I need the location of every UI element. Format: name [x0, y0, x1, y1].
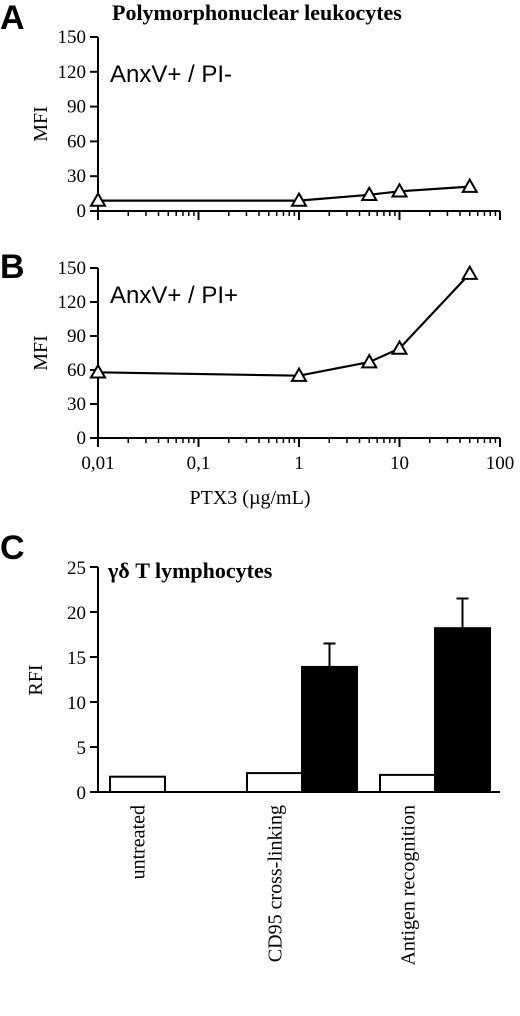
panel-a-data-point [89, 191, 107, 207]
panel-b-y-tick-label: 90 [67, 326, 86, 347]
panel-b-inset-label: AnxV+ / PI+ [110, 282, 238, 309]
panel-a-y-tick-label: 0 [77, 201, 87, 222]
panel-c-bar [301, 665, 358, 794]
panel-b-y-tick-label: 120 [58, 292, 87, 313]
panel-b: B AnxV+ / PI+ MFI PTX3 (µg/mL) 0 30 60 90 12… [0, 248, 514, 509]
panel-c-bar [379, 773, 436, 794]
panel-a-y-tick-label: 120 [58, 62, 87, 83]
panel-letter-b: B [0, 248, 25, 286]
panel-c-category-label: Antigen recognition [398, 805, 420, 966]
panel-c-y-tick-label: 15 [67, 648, 86, 669]
panel-letter-a: A [0, 0, 25, 37]
panel-c-bar [434, 627, 491, 794]
panel-b-data-point [89, 363, 107, 379]
panel-c-y-tick-label: 0 [77, 783, 87, 804]
panel-b-y-tick-label: 150 [58, 258, 87, 279]
panel-a-y-axis-label: MFI [30, 106, 52, 142]
panel-b-x-axis-label: PTX3 (µg/mL) [190, 487, 311, 509]
panel-a-y-tick-label: 60 [67, 131, 86, 152]
panel-b-x-tick-label: 0,1 [187, 453, 211, 474]
panel-c-bar [246, 772, 303, 793]
panel-b-data-point [360, 353, 378, 369]
panel-b-y-tick-label: 30 [67, 394, 86, 415]
panel-b-y-tick-label: 60 [67, 360, 86, 381]
panel-a-inset-label: AnxV+ / PI- [110, 61, 232, 88]
panel-c-y-tick-label: 5 [77, 738, 87, 759]
panel-a-title: Polymorphonuclear leukocytes [112, 0, 402, 25]
panel-a-y-tick-label: 150 [58, 27, 87, 48]
panel-c-y-tick-label: 25 [67, 558, 86, 579]
panel-b-y-tick-label: 0 [77, 428, 87, 449]
panel-b-data-point [290, 366, 308, 382]
panel-letter-c: C [0, 529, 25, 567]
panel-a-data-point [390, 182, 409, 198]
panel-b-data-point [461, 264, 479, 280]
panel-c-y-tick-label: 20 [67, 603, 86, 624]
panel-a-y-tick-label: 90 [67, 97, 86, 118]
panel-a: A Polymorphonuclear leukocytes AnxV+ / P… [0, 0, 501, 222]
panel-b-data-point [390, 339, 409, 355]
panel-c: C γδ T lymphocytes RFI 0 5 10 15 20 25 untreat… [0, 529, 500, 966]
panel-a-y-tick-label: 30 [67, 166, 86, 187]
panel-b-y-axis-label: MFI [30, 335, 52, 371]
panel-a-data-point [290, 191, 308, 207]
panel-c-y-tick-label: 10 [67, 693, 86, 714]
panel-a-series-line [98, 185, 470, 202]
panel-c-bar [109, 775, 166, 794]
panel-b-x-tick-label: 0,01 [81, 453, 114, 474]
panel-b-x-tick-label: 100 [486, 453, 515, 474]
panel-c-y-axis-label: RFI [25, 664, 47, 695]
panel-c-title: γδ T lymphocytes [107, 558, 273, 583]
panel-c-category-label: untreated [128, 805, 150, 879]
panel-a-data-point [461, 177, 479, 193]
panel-b-x-tick-label: 10 [390, 453, 409, 474]
panel-b-x-tick-label: 1 [294, 453, 304, 474]
panel-a-data-point [360, 185, 378, 202]
panel-c-category-label: CD95 cross-linking [265, 805, 287, 962]
